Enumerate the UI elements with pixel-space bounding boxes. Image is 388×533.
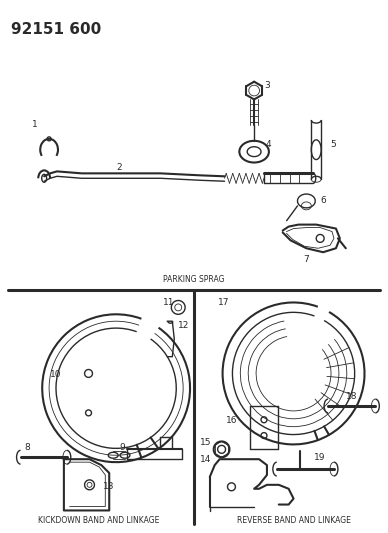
Text: 7: 7 — [303, 255, 309, 264]
Text: 5: 5 — [330, 140, 336, 149]
Text: 16: 16 — [225, 416, 237, 425]
Text: 18: 18 — [346, 392, 357, 401]
Text: 12: 12 — [178, 321, 190, 330]
Text: 9: 9 — [119, 443, 125, 453]
Text: KICKDOWN BAND AND LINKAGE: KICKDOWN BAND AND LINKAGE — [38, 516, 159, 526]
Text: 11: 11 — [163, 297, 174, 306]
Text: 1: 1 — [32, 120, 38, 129]
Text: 15: 15 — [200, 438, 211, 447]
Text: 10: 10 — [50, 370, 62, 379]
Text: PARKING SPRAG: PARKING SPRAG — [163, 274, 225, 284]
Text: 6: 6 — [320, 196, 326, 205]
Text: 92151 600: 92151 600 — [10, 21, 101, 37]
Text: 4: 4 — [266, 140, 272, 149]
Text: 19: 19 — [314, 453, 326, 462]
Text: 3: 3 — [264, 80, 270, 90]
Text: 8: 8 — [24, 443, 30, 453]
Text: 2: 2 — [116, 164, 122, 173]
Text: 17: 17 — [218, 297, 229, 306]
Text: REVERSE BAND AND LINKAGE: REVERSE BAND AND LINKAGE — [237, 516, 350, 526]
Text: 13: 13 — [103, 482, 115, 491]
Text: 14: 14 — [200, 455, 211, 464]
